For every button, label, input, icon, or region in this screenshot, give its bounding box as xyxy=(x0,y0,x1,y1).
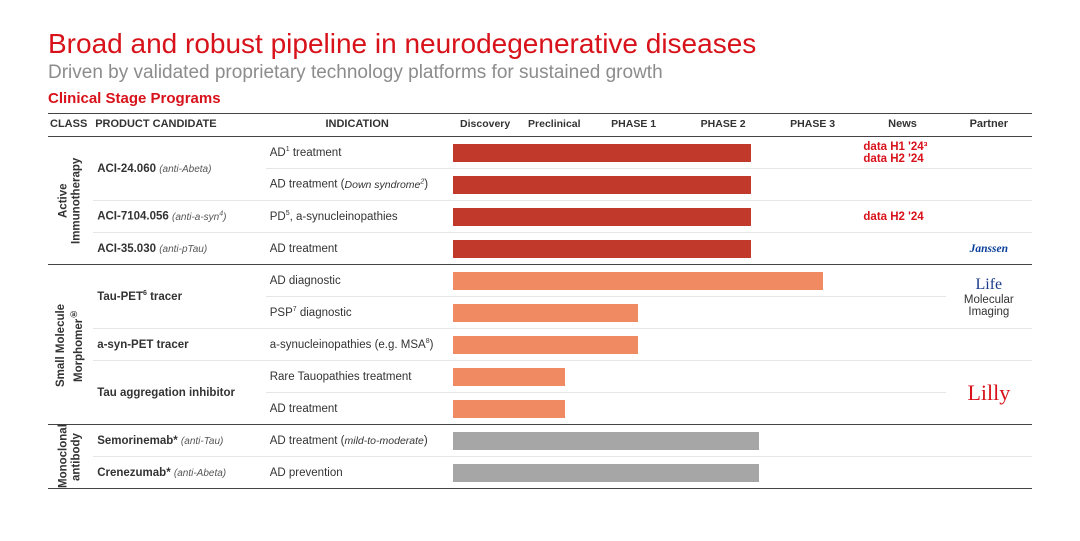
partner xyxy=(946,457,1032,489)
indication: AD1 treatment xyxy=(266,137,449,169)
news xyxy=(859,169,945,201)
product-candidate: Crenezumab* (anti-Abeta) xyxy=(93,457,266,489)
news xyxy=(859,457,945,489)
progress-bar xyxy=(453,400,566,418)
product-candidate: a-syn-PET tracer xyxy=(93,329,266,361)
progress-bar xyxy=(453,464,759,482)
partner: Lilly xyxy=(946,361,1032,425)
indication: AD treatment (mild-to-moderate) xyxy=(266,425,449,457)
product-candidate: Tau aggregation inhibitor xyxy=(93,361,266,425)
indication: Rare Tauopathies treatment xyxy=(266,361,449,393)
section-label: Clinical Stage Programs xyxy=(48,90,1032,107)
indication: AD treatment (Down syndrome2) xyxy=(266,169,449,201)
partner xyxy=(946,201,1032,233)
progress-bar xyxy=(453,336,638,354)
table-row: ActiveImmunotherapyACI-24.060 (anti-Abet… xyxy=(48,137,1032,169)
partner: Janssen xyxy=(946,233,1032,265)
col-partner: Partner xyxy=(946,114,1032,137)
table-row: ACI-35.030 (anti-pTau)AD treatment Jansse… xyxy=(48,233,1032,265)
partner: Life Molecular Imaging xyxy=(946,265,1032,329)
table-row: MonoclonalantibodySemorinemab* (anti-Tau… xyxy=(48,425,1032,457)
col-class: CLASS xyxy=(48,114,93,137)
indication: AD treatment xyxy=(266,393,449,425)
indication: AD diagnostic xyxy=(266,265,449,297)
partner xyxy=(946,169,1032,201)
phase-header: PHASE 3 xyxy=(768,118,858,130)
news: data H2 '24 xyxy=(859,201,945,233)
col-news: News xyxy=(859,114,945,137)
news xyxy=(859,297,945,329)
table-row: ACI-7104.056 (anti-a-syn4)PD5, a-synucle… xyxy=(48,201,1032,233)
indication: a-synucleinopathies (e.g. MSA8) xyxy=(266,329,449,361)
table-row: Crenezumab* (anti-Abeta)AD prevention xyxy=(48,457,1032,489)
product-candidate: ACI-24.060 (anti-Abeta) xyxy=(93,137,266,201)
indication: PD5, a-synucleinopathies xyxy=(266,201,449,233)
table-header-row: CLASS PRODUCT CANDIDATE INDICATION Disco… xyxy=(48,114,1032,137)
phase-header: PHASE 1 xyxy=(589,118,679,130)
partner xyxy=(946,425,1032,457)
progress-bar-cell xyxy=(449,233,860,265)
progress-bar xyxy=(453,144,751,162)
col-product: PRODUCT CANDIDATE xyxy=(93,114,266,137)
indication: PSP7 diagnostic xyxy=(266,297,449,329)
progress-bar xyxy=(453,368,566,386)
table-row: Small MoleculeMorphomer®Tau-PET6 tracer … xyxy=(48,265,1032,297)
partner xyxy=(946,137,1032,169)
class-label: Small MoleculeMorphomer® xyxy=(48,265,93,425)
phase-header: Preclinical xyxy=(520,118,589,130)
indication: AD treatment xyxy=(266,233,449,265)
news xyxy=(859,265,945,297)
progress-bar xyxy=(453,176,751,194)
partner xyxy=(946,329,1032,361)
table-row: Tau aggregation inhibitor Rare Tauopathi… xyxy=(48,361,1032,393)
product-candidate: ACI-35.030 (anti-pTau) xyxy=(93,233,266,265)
progress-bar-cell xyxy=(449,329,860,361)
progress-bar-cell xyxy=(449,169,860,201)
class-label: ActiveImmunotherapy xyxy=(48,137,93,265)
col-indication: INDICATION xyxy=(266,114,449,137)
progress-bar xyxy=(453,208,751,226)
news: data H1 '24³data H2 '24 xyxy=(859,137,945,169)
progress-bar-cell xyxy=(449,297,860,329)
progress-bar-cell xyxy=(449,137,860,169)
news xyxy=(859,233,945,265)
page-subtitle: Driven by validated proprietary technolo… xyxy=(48,62,1032,84)
progress-bar xyxy=(453,272,824,290)
class-label: Monoclonalantibody xyxy=(48,425,93,489)
product-candidate: Tau-PET6 tracer xyxy=(93,265,266,329)
indication: AD prevention xyxy=(266,457,449,489)
news xyxy=(859,329,945,361)
news xyxy=(859,425,945,457)
progress-bar xyxy=(453,240,751,258)
phase-header: PHASE 2 xyxy=(678,118,768,130)
news xyxy=(859,361,945,393)
progress-bar-cell xyxy=(449,393,860,425)
progress-bar xyxy=(453,304,638,322)
product-candidate: Semorinemab* (anti-Tau) xyxy=(93,425,266,457)
col-phases: DiscoveryPreclinicalPHASE 1PHASE 2PHASE … xyxy=(449,114,860,137)
progress-bar xyxy=(453,432,759,450)
progress-bar-cell xyxy=(449,265,860,297)
pipeline-table: CLASS PRODUCT CANDIDATE INDICATION Disco… xyxy=(48,113,1032,489)
progress-bar-cell xyxy=(449,201,860,233)
page-title: Broad and robust pipeline in neurodegene… xyxy=(48,28,1032,60)
progress-bar-cell xyxy=(449,457,860,489)
progress-bar-cell xyxy=(449,425,860,457)
product-candidate: ACI-7104.056 (anti-a-syn4) xyxy=(93,201,266,233)
phase-header: Discovery xyxy=(451,118,520,130)
news xyxy=(859,393,945,425)
progress-bar-cell xyxy=(449,361,860,393)
table-row: a-syn-PET tracer a-synucleinopathies (e.… xyxy=(48,329,1032,361)
